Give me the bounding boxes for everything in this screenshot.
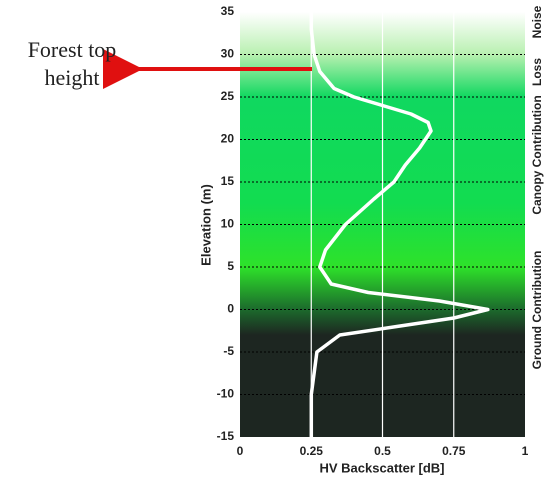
annotation: Forest top height xyxy=(28,37,117,90)
y-tick-label: 15 xyxy=(221,174,235,188)
y-tick-label: 35 xyxy=(221,4,235,18)
y-tick-label: 30 xyxy=(221,47,235,61)
y-tick-label: -15 xyxy=(217,429,235,443)
y-tick-label: -10 xyxy=(217,387,235,401)
x-axis-label: HV Backscatter [dB] xyxy=(320,460,445,475)
x-tick-label: 0 xyxy=(237,444,244,458)
x-tick-label: 0.25 xyxy=(300,444,324,458)
y-tick-label: 25 xyxy=(221,89,235,103)
zone-label: Canopy Contribution xyxy=(530,95,544,214)
y-tick-label: 20 xyxy=(221,132,235,146)
zone-label: Noise xyxy=(530,5,544,38)
x-tick-label: 0.75 xyxy=(442,444,466,458)
x-tick-label: 0.5 xyxy=(374,444,391,458)
y-axis-label: Elevation (m) xyxy=(198,184,213,266)
y-tick-label: 5 xyxy=(227,259,234,273)
zone-label: Loss xyxy=(530,58,544,86)
y-tick-label: 10 xyxy=(221,217,235,231)
zone-label: Ground Contribution xyxy=(530,251,544,370)
y-tick-label: 0 xyxy=(227,302,234,316)
y-tick-label: -5 xyxy=(223,344,234,358)
profile-line xyxy=(309,12,490,437)
x-tick-label: 1 xyxy=(522,444,529,458)
